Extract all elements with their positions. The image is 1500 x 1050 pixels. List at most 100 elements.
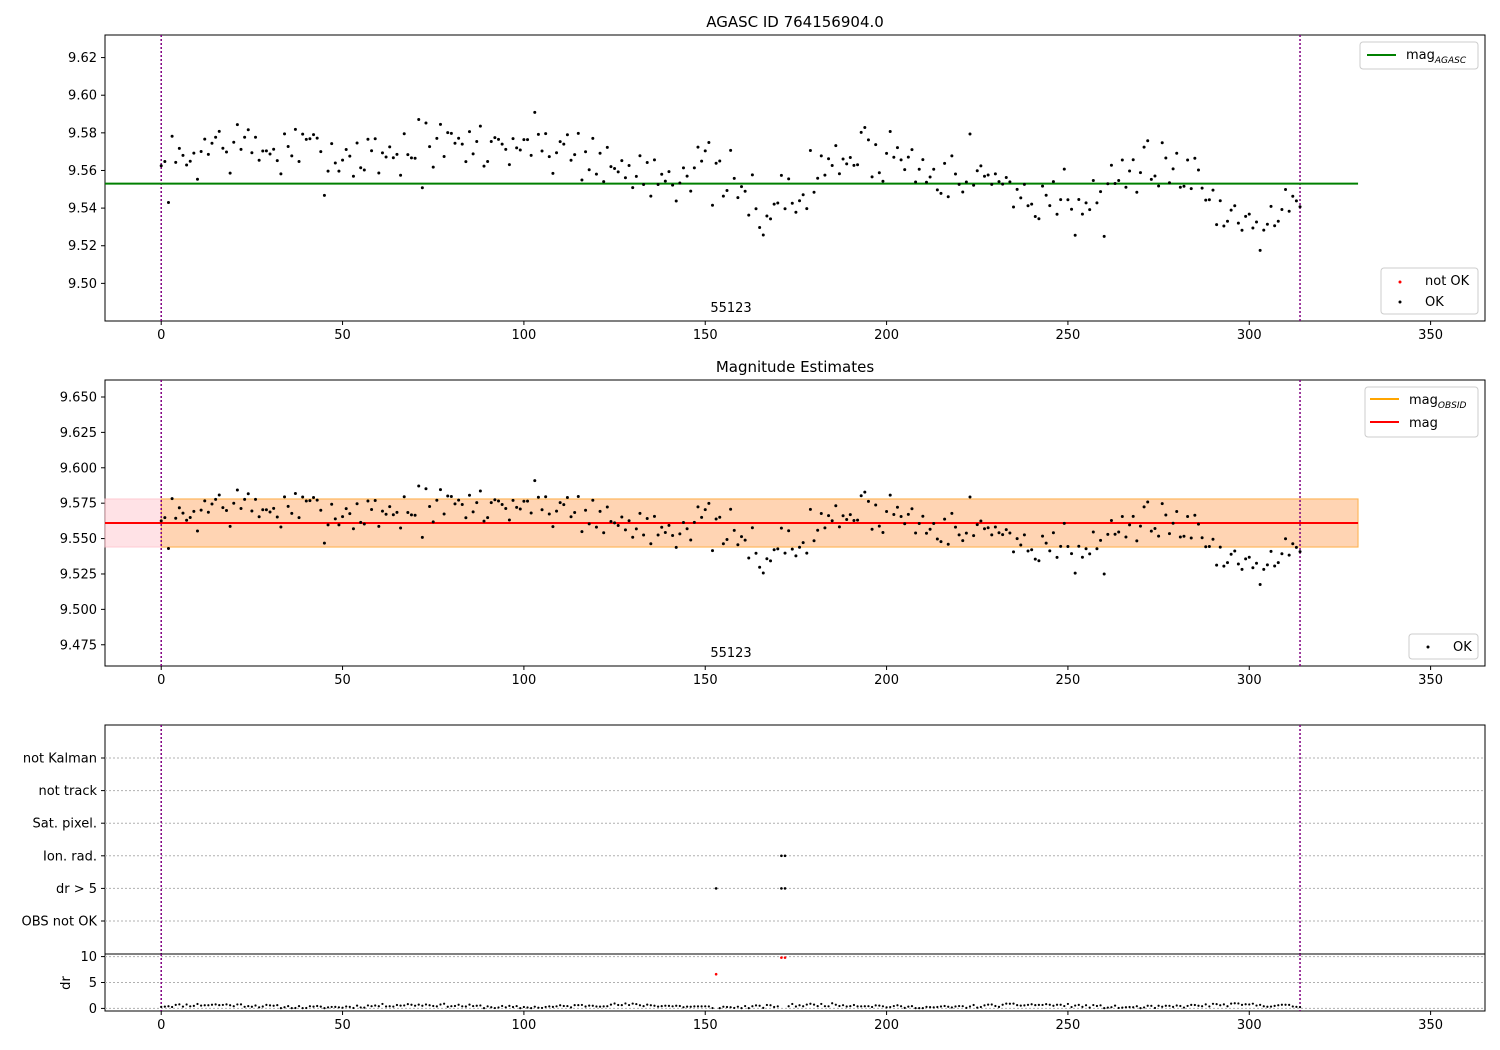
legend-label: mag — [1409, 416, 1438, 431]
dr-ok-point — [1103, 1007, 1106, 1010]
ok-point — [903, 522, 907, 526]
ok-point — [1070, 552, 1074, 556]
ok-point — [1080, 555, 1084, 559]
ok-point — [765, 214, 769, 218]
ok-point — [1244, 557, 1248, 561]
ok-point — [239, 506, 243, 510]
ok-point — [1055, 212, 1059, 216]
ok-point — [188, 159, 192, 163]
ok-point — [1189, 536, 1193, 540]
dr-ok-point — [841, 1004, 845, 1007]
ok-point — [1012, 205, 1016, 209]
ok-point — [616, 524, 620, 528]
ok-point — [1026, 549, 1030, 553]
ok-point — [362, 522, 366, 526]
ok-point — [322, 541, 326, 545]
dr-ok-point — [1019, 1004, 1022, 1007]
ok-point — [457, 136, 461, 140]
x-tick-label: 250 — [1056, 673, 1081, 688]
ok-point — [359, 520, 363, 524]
ok-point — [790, 201, 794, 205]
ok-point — [1048, 204, 1052, 208]
x-tick-label: 250 — [1056, 328, 1081, 343]
ok-point — [1051, 180, 1055, 184]
dr-ok-point — [435, 1005, 438, 1008]
ok-point — [370, 508, 374, 512]
dr-ok-point — [573, 1003, 576, 1007]
dr-ok-point — [1201, 1005, 1204, 1008]
ok-point — [576, 131, 580, 135]
dr-ok-point — [889, 1005, 892, 1009]
ok-point — [1091, 179, 1095, 183]
dr-ok-point — [968, 1005, 972, 1008]
ok-point — [983, 174, 987, 178]
ok-point — [627, 164, 631, 168]
ok-point — [170, 134, 174, 138]
ok-point — [384, 155, 388, 159]
dr-ok-point — [1070, 1005, 1073, 1009]
ok-point — [1182, 534, 1186, 538]
x-tick-label: 50 — [334, 1018, 351, 1033]
dr-ok-point — [1092, 1003, 1095, 1007]
ok-point — [1131, 514, 1135, 518]
dr-ok-point — [656, 1005, 660, 1008]
dr-ok-point — [812, 1003, 816, 1006]
ok-point — [1153, 174, 1157, 178]
ok-point — [192, 151, 196, 155]
dr-ok-point — [1128, 1005, 1131, 1009]
dr-ok-point — [896, 1004, 899, 1007]
ok-point — [1030, 548, 1034, 552]
ok-point — [1284, 537, 1288, 541]
dr-ok-point — [225, 1003, 228, 1006]
ok-point — [1218, 545, 1222, 549]
dr-ok-point — [649, 1004, 652, 1007]
dr-ok-point — [214, 1003, 217, 1006]
ok-point — [290, 511, 294, 515]
ok-point — [961, 190, 965, 194]
ok-point — [1294, 199, 1298, 203]
ok-point — [322, 193, 326, 197]
ok-point — [1207, 544, 1211, 548]
dr-ok-point — [1045, 1003, 1048, 1006]
ok-point — [609, 165, 613, 169]
ok-point — [613, 166, 617, 170]
ok-point — [1276, 219, 1280, 223]
ok-point — [402, 495, 406, 499]
y-tick-label: 9.54 — [68, 202, 97, 217]
dr-ok-point — [667, 1004, 671, 1007]
ok-point — [1215, 223, 1219, 227]
dr-ok-point — [1273, 1004, 1276, 1007]
dr-ok-point — [359, 1006, 362, 1009]
ok-point — [337, 523, 341, 527]
ok-point — [1157, 184, 1161, 188]
ok-point — [243, 135, 247, 139]
dr-ok-point — [1077, 1003, 1080, 1006]
ok-point — [526, 138, 530, 142]
ok-point — [816, 176, 820, 180]
ok-point — [217, 493, 221, 497]
ok-point — [228, 171, 232, 175]
ok-point — [243, 497, 247, 501]
dr-ok-point — [831, 1002, 834, 1005]
dr-ok-point — [870, 1005, 874, 1009]
ok-point — [391, 156, 395, 160]
dr-ok-point — [631, 1002, 634, 1005]
ok-point — [696, 505, 700, 509]
ok-point — [935, 537, 939, 541]
ok-point — [163, 516, 167, 520]
ok-point — [645, 516, 649, 520]
ok-point — [428, 145, 432, 149]
ok-point — [188, 516, 192, 520]
ok-point — [827, 157, 831, 161]
ok-point — [964, 180, 968, 184]
dr-ok-point — [722, 1005, 725, 1008]
ok-point — [787, 529, 791, 533]
ok-point — [910, 148, 914, 152]
ok-point — [1251, 226, 1255, 230]
ok-point — [380, 509, 384, 513]
ok-point — [747, 556, 751, 560]
ok-point — [714, 161, 718, 165]
ok-point — [1255, 220, 1259, 224]
ok-point — [848, 155, 852, 159]
